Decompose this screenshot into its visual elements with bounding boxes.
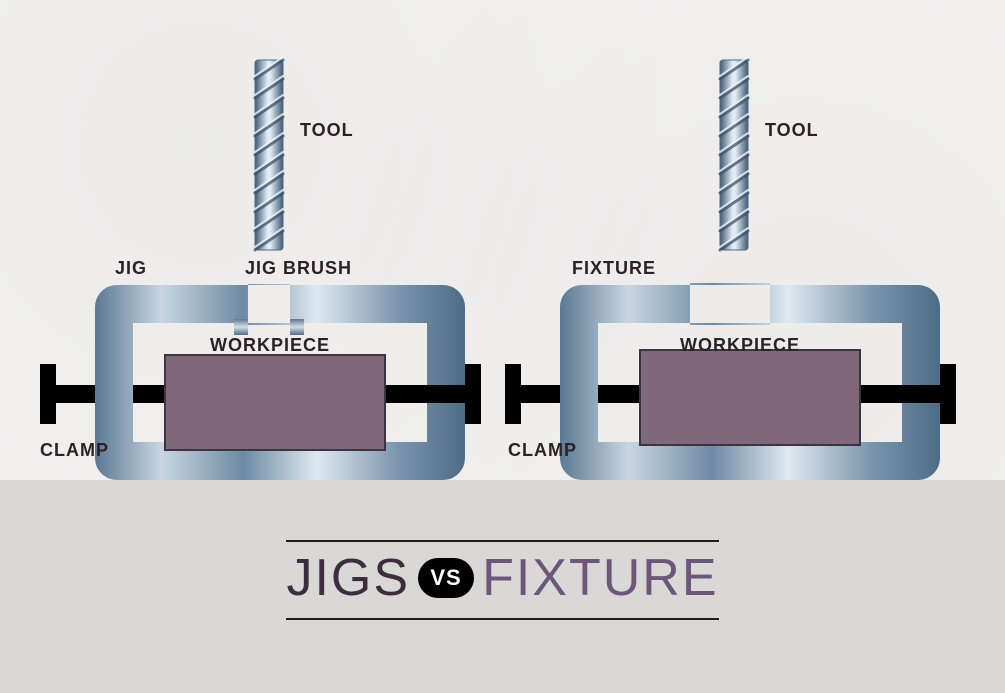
vs-badge: VS <box>418 558 474 598</box>
label-workpiece-right: WORKPIECE <box>680 335 800 356</box>
title-word-jigs: JIGS <box>286 548 410 608</box>
label-tool-left: TOOL <box>300 120 354 141</box>
label-jig-brush: JIG BRUSH <box>245 258 352 279</box>
label-clamp-right: CLAMP <box>508 440 577 461</box>
title-word-fixture: FIXTURE <box>482 548 718 608</box>
label-clamp-left: CLAMP <box>40 440 109 461</box>
label-jig: JIG <box>115 258 147 279</box>
title-inner: JIGS VS FIXTURE <box>286 540 718 620</box>
label-fixture: FIXTURE <box>572 258 656 279</box>
label-workpiece-left: WORKPIECE <box>210 335 330 356</box>
title: JIGS VS FIXTURE <box>0 540 1005 620</box>
diagram-canvas: TOOL TOOL JIG JIG BRUSH FIXTURE WORKPIEC… <box>0 0 1005 693</box>
label-tool-right: TOOL <box>765 120 819 141</box>
